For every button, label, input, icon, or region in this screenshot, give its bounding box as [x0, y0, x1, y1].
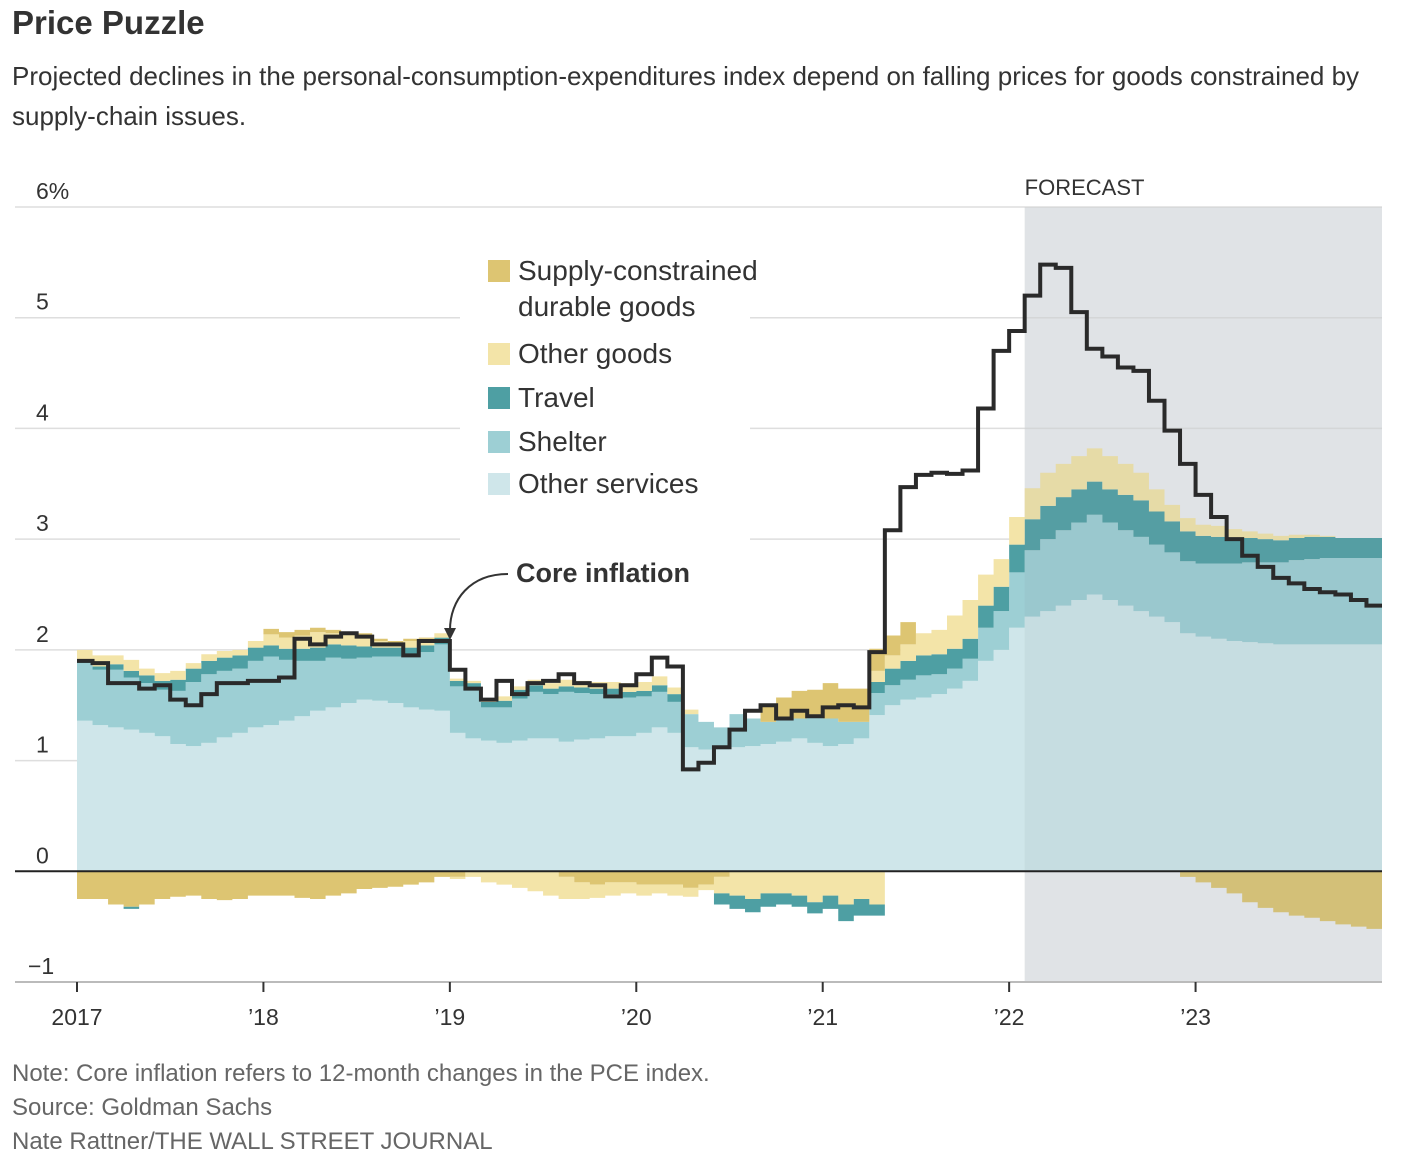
x-tick-label: ’21	[807, 1004, 838, 1030]
negative-area-supply-constrained-durable-goods	[77, 871, 1382, 929]
y-tick-label: 3	[36, 510, 49, 536]
legend-swatch	[488, 260, 510, 282]
x-tick-label: 2017	[51, 1004, 102, 1030]
x-tick-label: ’22	[994, 1004, 1025, 1030]
legend-label: Other services	[518, 468, 699, 499]
y-tick-label: 6%	[36, 178, 69, 204]
x-tick-label: ’18	[248, 1004, 279, 1030]
legend-swatch	[488, 343, 510, 365]
y-tick-label: 2	[36, 621, 49, 647]
area-shelter	[77, 514, 1382, 750]
y-tick-label: 1	[36, 732, 49, 758]
x-tick-label: ’20	[621, 1004, 652, 1030]
y-tick-label: 0	[36, 842, 49, 868]
legend-swatch	[488, 431, 510, 453]
chart-subtitle: Projected declines in the personal-consu…	[12, 61, 1360, 131]
legend-label: Travel	[518, 382, 595, 413]
core-inflation-line	[77, 262, 1382, 772]
core-inflation-label: Core inflation	[516, 558, 690, 588]
legend-label: durable goods	[518, 291, 695, 322]
legend-swatch	[488, 387, 510, 409]
y-tick-label: 5	[36, 289, 49, 315]
x-axis-ticks: 2017 ’18 ’19 ’20 ’21 ’22 ’23	[51, 982, 1211, 1030]
legend-label: Supply-constrained	[518, 255, 758, 286]
chart-title: Price Puzzle	[12, 4, 205, 41]
y-tick-label: 4	[36, 399, 49, 425]
negative-area-other-goods	[77, 871, 1382, 929]
x-tick-label: ’23	[1180, 1004, 1211, 1030]
legend-label: Shelter	[518, 426, 607, 457]
annotation-arrow	[449, 573, 509, 631]
area-other-services	[77, 594, 1382, 872]
x-tick-label: ’19	[435, 1004, 466, 1030]
negative-area-travel	[77, 871, 1382, 929]
core-inflation-annotation: Core inflation	[444, 558, 690, 640]
forecast-label: FORECAST	[1025, 175, 1145, 200]
annotation-arrowhead	[444, 628, 456, 640]
chart-credit: Nate Rattner/THE WALL STREET JOURNAL	[12, 1128, 493, 1155]
chart-note: Note: Core inflation refers to 12-month …	[12, 1060, 710, 1087]
forecast-tint	[1024, 207, 1382, 982]
chart-source: Source: Goldman Sachs	[12, 1094, 273, 1121]
legend: Supply-constrained durable goods Other goo…	[460, 250, 758, 540]
stacked-areas	[77, 207, 1382, 982]
legend-swatch	[488, 473, 510, 495]
y-axis-ticks: 6% 5 4 3 2 1 0 −1	[28, 178, 69, 979]
chart-canvas: 2017 ’18 ’19 ’20 ’21 ’22 ’23 6% 5 4 3 2 1 0 −1 FORECA…	[15, 175, 1382, 1030]
y-tick-label: −1	[28, 953, 54, 979]
legend-label: Other goods	[518, 338, 672, 369]
